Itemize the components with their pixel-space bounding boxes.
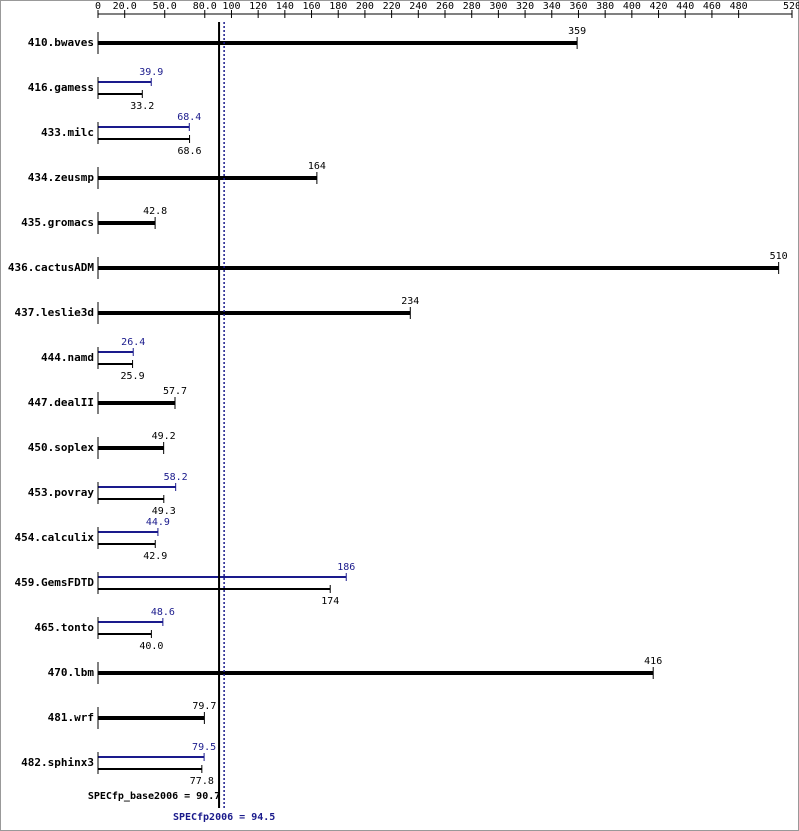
- peak-value-label: 44.9: [146, 517, 170, 528]
- x-tick-label: 20.0: [113, 1, 137, 12]
- peak-value-label: 48.6: [151, 607, 175, 618]
- base-value-label: 25.9: [121, 371, 145, 382]
- peak-value-label: 186: [337, 562, 355, 573]
- x-tick-label: 460: [703, 1, 721, 12]
- x-tick-label: 200: [356, 1, 374, 12]
- x-tick-label: 440: [676, 1, 694, 12]
- x-tick-label: 340: [543, 1, 561, 12]
- x-tick-label: 80.0: [193, 1, 217, 12]
- value-label: 79.7: [192, 701, 216, 712]
- x-tick-label: 420: [650, 1, 668, 12]
- category-label: 434.zeusmp: [28, 171, 95, 184]
- x-tick-label: 520: [783, 1, 799, 12]
- base-value-label: 77.8: [190, 776, 214, 787]
- category-label: 470.lbm: [48, 666, 95, 679]
- value-label: 42.8: [143, 206, 167, 217]
- category-label: 437.leslie3d: [15, 306, 94, 319]
- base-value-label: 174: [321, 596, 339, 607]
- x-tick-label: 120: [249, 1, 267, 12]
- x-tick-label: 100: [222, 1, 240, 12]
- x-tick-label: 220: [383, 1, 401, 12]
- category-label: 447.dealII: [28, 396, 94, 409]
- category-label: 435.gromacs: [21, 216, 94, 229]
- x-tick-label: 280: [463, 1, 481, 12]
- value-label: 234: [401, 296, 419, 307]
- category-label: 459.GemsFDTD: [15, 576, 95, 589]
- category-label: 436.cactusADM: [8, 261, 94, 274]
- peak-value-label: 26.4: [121, 337, 145, 348]
- peak-value-label: 68.4: [177, 112, 201, 123]
- x-tick-label: 360: [569, 1, 587, 12]
- category-label: 453.povray: [28, 486, 95, 499]
- x-tick-label: 480: [730, 1, 748, 12]
- category-label: 410.bwaves: [28, 36, 94, 49]
- value-label: 359: [568, 26, 586, 37]
- base-value-label: 40.0: [139, 641, 163, 652]
- x-tick-label: 300: [489, 1, 507, 12]
- x-tick-label: 160: [303, 1, 321, 12]
- value-label: 49.2: [152, 431, 176, 442]
- reference-label: SPECfp_base2006 = 90.7: [88, 791, 220, 802]
- base-value-label: 68.6: [178, 146, 202, 157]
- value-label: 510: [770, 251, 788, 262]
- value-label: 416: [644, 656, 662, 667]
- peak-value-label: 79.5: [192, 742, 216, 753]
- peak-value-label: 39.9: [139, 67, 163, 78]
- category-label: 416.gamess: [28, 81, 94, 94]
- category-label: 465.tonto: [34, 621, 94, 634]
- x-tick-label: 140: [276, 1, 294, 12]
- value-label: 164: [308, 161, 326, 172]
- x-tick-label: 260: [436, 1, 454, 12]
- x-tick-label: 380: [596, 1, 614, 12]
- base-value-label: 42.9: [143, 551, 167, 562]
- category-label: 433.milc: [41, 126, 94, 139]
- category-label: 454.calculix: [15, 531, 95, 544]
- category-label: 481.wrf: [48, 711, 94, 724]
- category-label: 482.sphinx3: [21, 756, 94, 769]
- x-tick-label: 0: [95, 1, 101, 12]
- x-tick-label: 180: [329, 1, 347, 12]
- x-tick-label: 240: [409, 1, 427, 12]
- base-value-label: 49.3: [152, 506, 176, 517]
- category-label: 444.namd: [41, 351, 94, 364]
- base-value-label: 33.2: [130, 101, 154, 112]
- x-tick-label: 320: [516, 1, 534, 12]
- x-tick-label: 400: [623, 1, 641, 12]
- x-tick-label: 50.0: [153, 1, 177, 12]
- value-label: 57.7: [163, 386, 187, 397]
- category-label: 450.soplex: [28, 441, 95, 454]
- peak-value-label: 58.2: [164, 472, 188, 483]
- reference-label: SPECfp2006 = 94.5: [173, 812, 275, 823]
